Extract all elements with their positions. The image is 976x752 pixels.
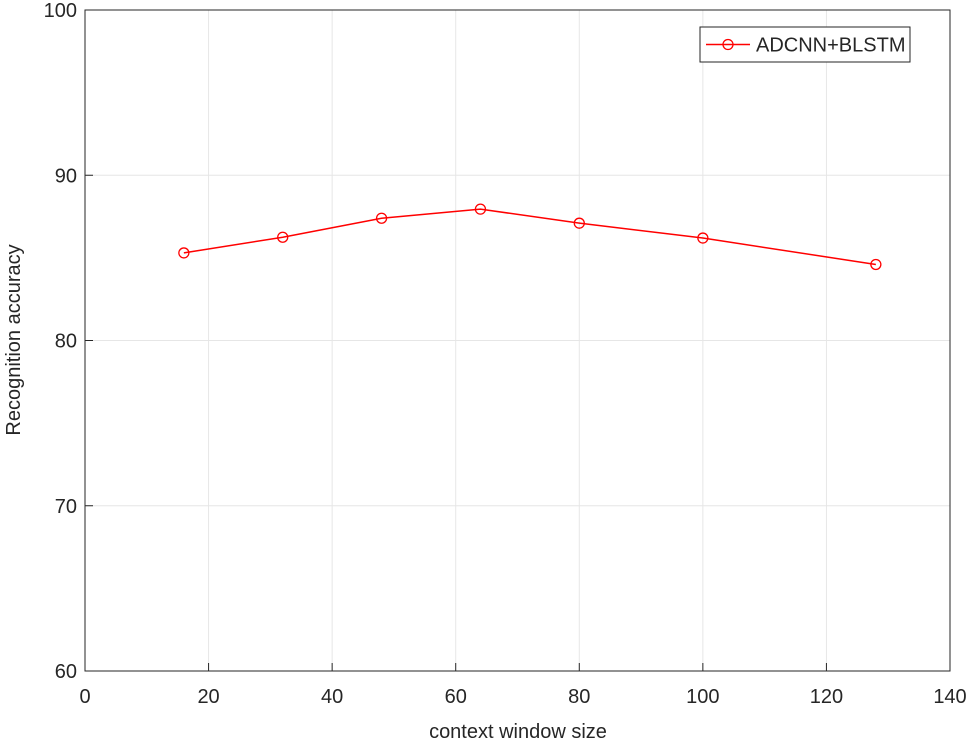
- data-point: [474, 203, 487, 215]
- x-axis-label: context window size: [429, 721, 607, 743]
- legend-marker: [722, 38, 734, 51]
- y-tick-label: 70: [55, 496, 77, 518]
- x-tick-label: 80: [568, 686, 590, 708]
- y-tick-label: 60: [55, 661, 77, 683]
- data-point: [277, 231, 289, 243]
- data-point: [375, 212, 388, 224]
- data-point: [573, 217, 585, 229]
- x-tick-label: 60: [445, 686, 467, 708]
- series-line: [183, 208, 876, 266]
- legend-label: ADCNN+BLSTM: [756, 35, 905, 57]
- data-point: [178, 247, 190, 259]
- x-tick-label: 120: [810, 686, 843, 708]
- y-tick-label: 100: [44, 0, 77, 22]
- x-tick-label: 20: [197, 686, 219, 708]
- data-point: [697, 232, 709, 244]
- legend: ADCNN+BLSTM: [699, 26, 911, 63]
- x-tick-label: 0: [79, 686, 90, 708]
- x-tick-label: 40: [321, 686, 343, 708]
- data-point: [870, 258, 882, 271]
- y-axis-label: Recognition accuracy: [3, 244, 25, 435]
- y-tick-label: 90: [55, 165, 77, 187]
- x-tick-label: 140: [933, 686, 966, 708]
- y-tick-label: 80: [55, 331, 77, 353]
- plot-frame: [84, 9, 951, 672]
- x-tick-label: 100: [686, 686, 719, 708]
